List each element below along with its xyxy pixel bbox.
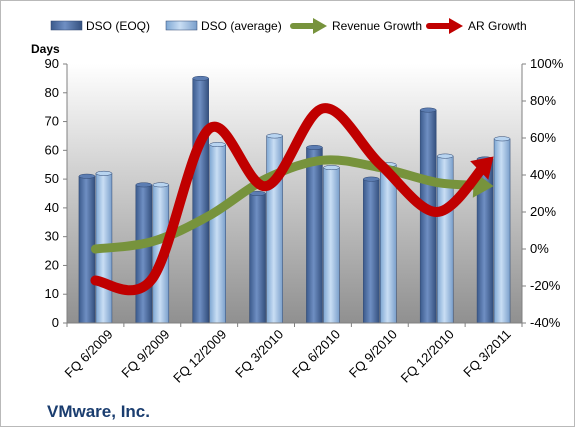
y-tick-label: 40 [45, 200, 59, 215]
y2-tick-label: 100% [530, 56, 564, 71]
y2-tick-label: 20% [530, 204, 556, 219]
bar-dso-eoq [306, 147, 323, 324]
y-tick-label: 50 [45, 171, 59, 186]
y2-tick-label: -20% [530, 278, 561, 293]
bar-cap [266, 133, 283, 139]
y-tick-label: 80 [45, 85, 59, 100]
y2-tick-label: 0% [530, 241, 549, 256]
legend-arrow-ar-growth [449, 18, 463, 34]
bar-dso-average [380, 164, 397, 324]
line-revenue-growth [90, 155, 487, 254]
bar-cap [192, 75, 209, 81]
bar-cap [363, 176, 380, 182]
bar-cap [493, 136, 511, 142]
y-tick-label: 10 [45, 286, 59, 301]
bar-cap [419, 107, 437, 113]
legend-swatch-dso-eoq [50, 20, 83, 31]
x-tick-label: FQ 12/2009 [170, 327, 229, 386]
x-tick-label: FQ 3/2010 [232, 327, 286, 381]
bar-dso-eoq [135, 184, 153, 324]
x-tick-label: FQ 12/2010 [398, 327, 457, 386]
plot-area [67, 64, 522, 323]
company-name: VMware, Inc. [47, 402, 150, 421]
legend-label-ar-growth: AR Growth [468, 19, 527, 33]
bar-cap [78, 173, 96, 179]
legend-label-revenue-growth: Revenue Growth [332, 19, 422, 33]
bar-dso-eoq [249, 193, 266, 324]
bar-cap [95, 170, 113, 176]
y-tick-label: 70 [45, 114, 59, 129]
legend-arrow-revenue-growth [313, 18, 327, 34]
bar-cap [209, 142, 226, 148]
y2-tick-label: -40% [530, 315, 561, 330]
y-axis-title: Days [31, 42, 60, 56]
y-tick-label: 90 [45, 56, 59, 71]
bar-dso-average [209, 144, 226, 324]
x-tick-label: FQ 3/2011 [460, 327, 513, 380]
bar-cap [436, 153, 454, 159]
x-tick-label: FQ 9/2009 [118, 327, 172, 381]
x-tick-label: FQ 9/2010 [346, 327, 400, 381]
bar-cap [306, 145, 323, 150]
x-tick-label: FQ 6/2010 [289, 327, 343, 381]
bar-dso-eoq [363, 178, 380, 324]
legend-label-dso-average: DSO (average) [201, 19, 282, 33]
bar-dso-average [323, 167, 340, 324]
bar-cap [152, 182, 170, 188]
y-tick-label: 20 [45, 257, 59, 272]
y2-tick-label: 80% [530, 93, 556, 108]
y2-tick-label: 60% [530, 130, 556, 145]
y2-tick-label: 40% [530, 167, 556, 182]
arrowhead-ar-growth [470, 156, 494, 180]
x-tick-label: FQ 6/2009 [62, 327, 116, 381]
y-tick-label: 0 [52, 315, 59, 330]
line-ar-growth [90, 103, 490, 296]
y-tick-label: 30 [45, 229, 59, 244]
bar-cap [135, 182, 153, 188]
legend-label-dso-eoq: DSO (EOQ) [86, 19, 150, 33]
legend-swatch-dso-average [165, 20, 198, 31]
bar-dso-eoq [192, 78, 209, 324]
bar-cap [323, 165, 340, 171]
bar-dso-average [493, 138, 511, 324]
y-tick-label: 60 [45, 142, 59, 157]
